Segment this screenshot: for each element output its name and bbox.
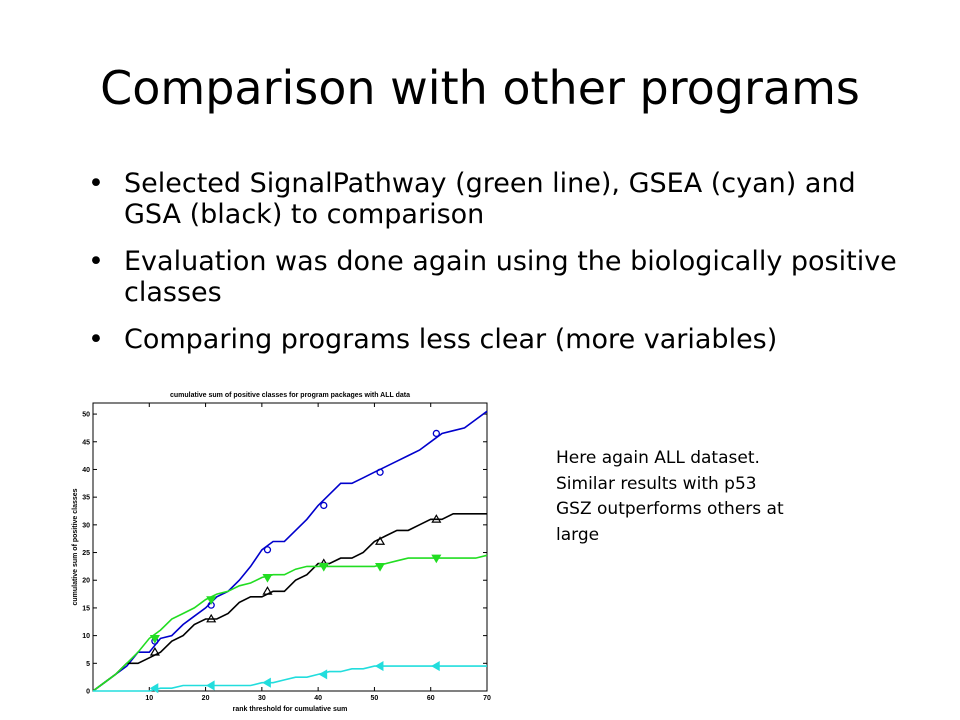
y-tick-label: 10: [82, 633, 90, 640]
series-marker-2: [375, 562, 386, 572]
series-marker-1: [206, 613, 217, 623]
series-marker-0: [432, 429, 440, 438]
series-marker-2: [149, 634, 160, 644]
note-line: Here again ALL dataset.: [556, 448, 760, 468]
bullet-text: Evaluation was done again using the biol…: [124, 246, 897, 308]
series-marker-1: [431, 514, 442, 523]
x-tick-label: 70: [483, 695, 491, 702]
series-marker-2: [206, 596, 217, 605]
series-marker-1: [375, 536, 386, 545]
x-tick-label: 20: [202, 695, 210, 702]
plot-frame: [92, 402, 488, 692]
y-tick-label: 45: [82, 439, 90, 446]
y-tick-label: 25: [82, 550, 90, 557]
series-marker-3: [318, 669, 328, 680]
x-tick-label: 50: [371, 695, 379, 702]
y-tick-label: 50: [82, 412, 90, 419]
series-marker-2: [262, 574, 273, 583]
y-axis-label: cumulative sum of positive classes: [72, 488, 79, 605]
series-marker-3: [206, 680, 215, 691]
bullet-dot: •: [88, 168, 104, 199]
series-line-1: [92, 512, 487, 692]
series-line-3: [93, 665, 487, 692]
bullet-text: Comparing programs less clear (more vari…: [124, 324, 778, 355]
series-marker-3: [431, 661, 440, 672]
bullet-item: • Comparing programs less clear (more var…: [88, 324, 908, 355]
y-tick-label: 35: [82, 495, 90, 502]
note-line: Similar results with p53: [556, 473, 757, 494]
y-tick-label: 20: [82, 578, 90, 585]
side-note: Here again ALL dataset. Similar results …: [556, 446, 856, 548]
x-tick-label: 10: [145, 695, 153, 702]
y-tick-label: 5: [86, 661, 90, 668]
series-marker-2: [318, 562, 329, 572]
series-marker-3: [374, 661, 384, 672]
y-tick-label: 0: [86, 689, 90, 696]
series-marker-0: [376, 468, 384, 476]
x-axis-label: rank threshold for cumulative sum: [233, 706, 348, 713]
series-marker-2: [431, 554, 442, 564]
bullet-text: Selected SignalPathway (green line), GSE…: [124, 168, 856, 230]
series-marker-3: [149, 683, 159, 694]
series-marker-3: [262, 677, 271, 688]
y-tick-label: 40: [82, 467, 90, 474]
series-line-0: [92, 410, 488, 692]
slide-title: Comparison with other programs: [100, 61, 860, 115]
series-marker-0: [320, 501, 328, 510]
bullet-list: • Selected SignalPathway (green line), GS…: [88, 168, 908, 371]
series-line-2: [92, 554, 488, 692]
axis-ticks: 10 20 30 40 50 60 70 0 5 10 15 20 25 30 35 40 45 50: [82, 403, 491, 702]
series-marker-1: [262, 586, 273, 595]
note-line: large: [556, 524, 600, 545]
chart-title: cumulative sum of positive classes for p…: [170, 392, 410, 399]
y-tick-label: 15: [82, 605, 90, 612]
x-tick-label: 60: [427, 695, 435, 702]
bullet-dot: •: [88, 324, 104, 355]
y-tick-label: 30: [82, 522, 90, 529]
bullet-item: • Evaluation was done again using the bio…: [88, 246, 908, 308]
series-marker-0: [263, 546, 272, 554]
x-tick-label: 30: [258, 695, 266, 702]
note-line: GSZ outperforms others at: [556, 499, 784, 519]
bullet-dot: •: [88, 246, 104, 277]
x-tick-label: 40: [314, 695, 322, 702]
bullet-item: • Selected SignalPathway (green line), GS…: [88, 168, 908, 230]
series-marker-1: [149, 647, 160, 656]
series-layer: [92, 410, 488, 694]
